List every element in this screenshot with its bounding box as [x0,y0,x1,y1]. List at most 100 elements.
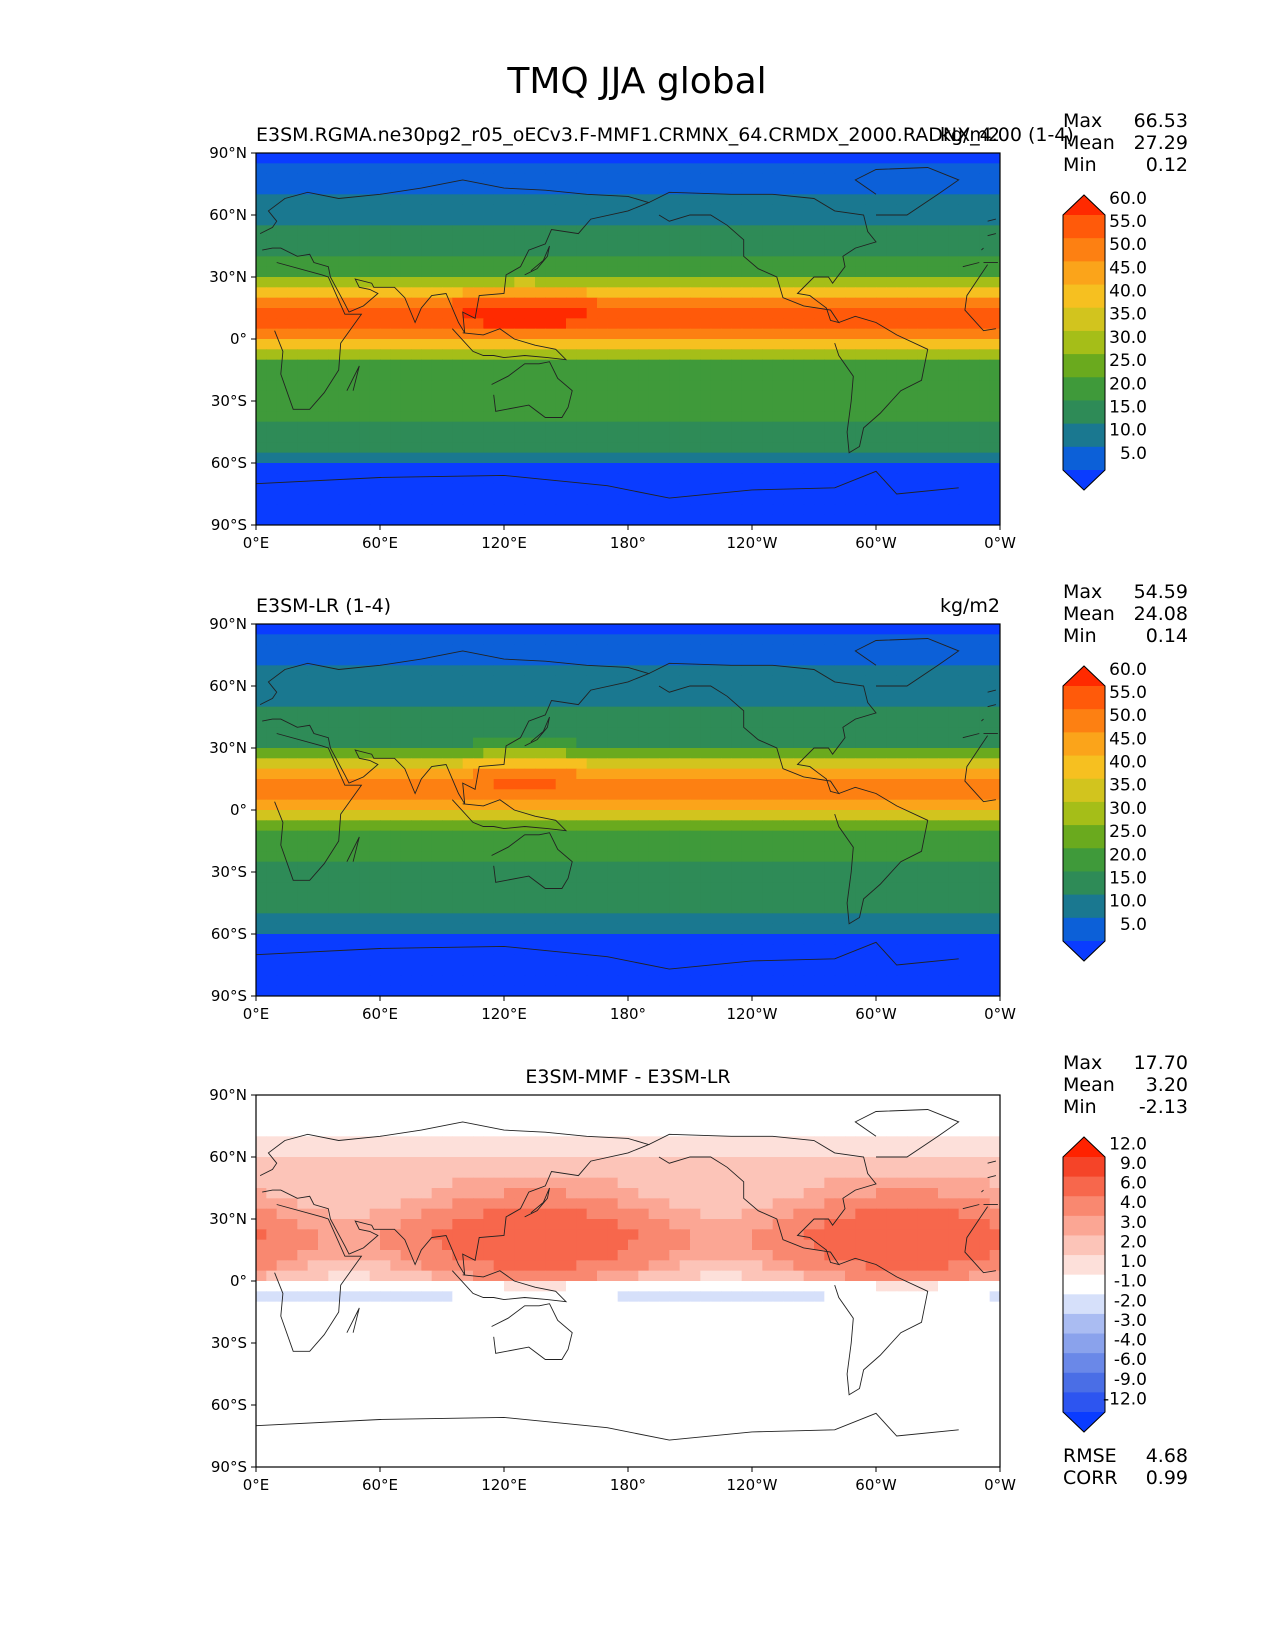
field-cell [524,153,536,164]
panel-test: E3SM.RGMA.ne30pg2_r05_oECv3.F-MMF1.CRMNX… [209,110,1188,552]
field-cell [679,308,691,319]
field-cell [845,799,856,811]
field-cell [514,266,526,278]
field-cell [535,624,546,635]
field-cell [927,390,939,402]
field-cell [845,452,856,464]
field-cell [607,675,619,687]
field-cell [359,768,371,780]
field-cell [886,748,898,759]
field-cell [493,390,505,402]
field-cell [803,686,815,697]
field-cell [803,634,815,646]
field-cell [824,401,836,412]
field-cell [793,841,805,852]
field-cell [287,328,298,340]
field-cell [473,235,484,247]
field-cell [266,494,278,505]
field-cell [783,799,794,811]
lon-tick-label: 0°W [984,534,1016,552]
field-cell [421,706,433,718]
field-cell [369,830,381,842]
field-cell [721,706,732,718]
field-cell [876,634,887,646]
field-cell [338,748,350,759]
field-cell [586,514,598,525]
field-cell [886,235,898,247]
field-cell [338,861,350,873]
field-cell [659,696,670,708]
field-cell [566,163,577,175]
field-cell [762,473,774,485]
field-cell [514,504,526,516]
field-cell [824,266,836,278]
field-cell [576,473,588,485]
field-cell [772,432,784,443]
field-cell [514,277,526,288]
field-cell [297,675,309,687]
field-cell [617,339,629,350]
field-cell [793,820,805,832]
field-cell [876,452,887,464]
field-cell [524,328,536,340]
field-cell [731,308,743,319]
field-cell [834,514,846,525]
field-cell [772,841,784,852]
field-cell [369,318,381,330]
field-cell [772,494,784,505]
field-cell [524,277,536,288]
field-cell [328,799,340,811]
field-cell [462,903,474,914]
field-cell [400,504,412,516]
field-cell [679,266,691,278]
field-cell [524,634,536,646]
field-cell [731,349,743,361]
field-cell [369,686,381,697]
field-cell [318,727,329,739]
field-cell [896,494,908,505]
field-cell [328,153,340,164]
field-cell [772,442,784,454]
field-cell [276,432,288,443]
field-cell [369,665,381,677]
field-cell [369,452,381,464]
field-cell [369,349,381,361]
field-cell [700,923,712,935]
field-cell [411,624,422,635]
field-cell [938,380,949,392]
field-cell [741,349,753,361]
field-cell [628,421,639,433]
field-cell [607,820,619,832]
field-cell [886,184,898,195]
field-cell [834,934,846,945]
field-cell [452,473,464,485]
field-cell [318,225,329,237]
field-cell [256,390,267,402]
field-cell [948,504,960,516]
field-cell [793,401,805,412]
field-cell [710,328,722,340]
field-cell [721,789,732,801]
field-cell [845,903,856,914]
field-cell [824,246,836,257]
field-cell [793,686,805,697]
field-cell [648,872,660,883]
field-cell [586,483,598,495]
field-cell [256,789,267,801]
field-cell [741,246,753,257]
field-cell [969,830,980,842]
field-cell [524,432,536,443]
field-cell [555,308,567,319]
field-cell [617,225,629,237]
field-cell [307,779,319,790]
field-cell [442,401,453,412]
field-cell [679,442,691,454]
field-cell [576,401,588,412]
field-cell [721,246,732,257]
field-cell [896,204,908,216]
field-cell [483,913,495,925]
field-cell [762,184,774,195]
field-cell [679,483,691,495]
field-cell [400,686,412,697]
field-cell [576,235,588,247]
